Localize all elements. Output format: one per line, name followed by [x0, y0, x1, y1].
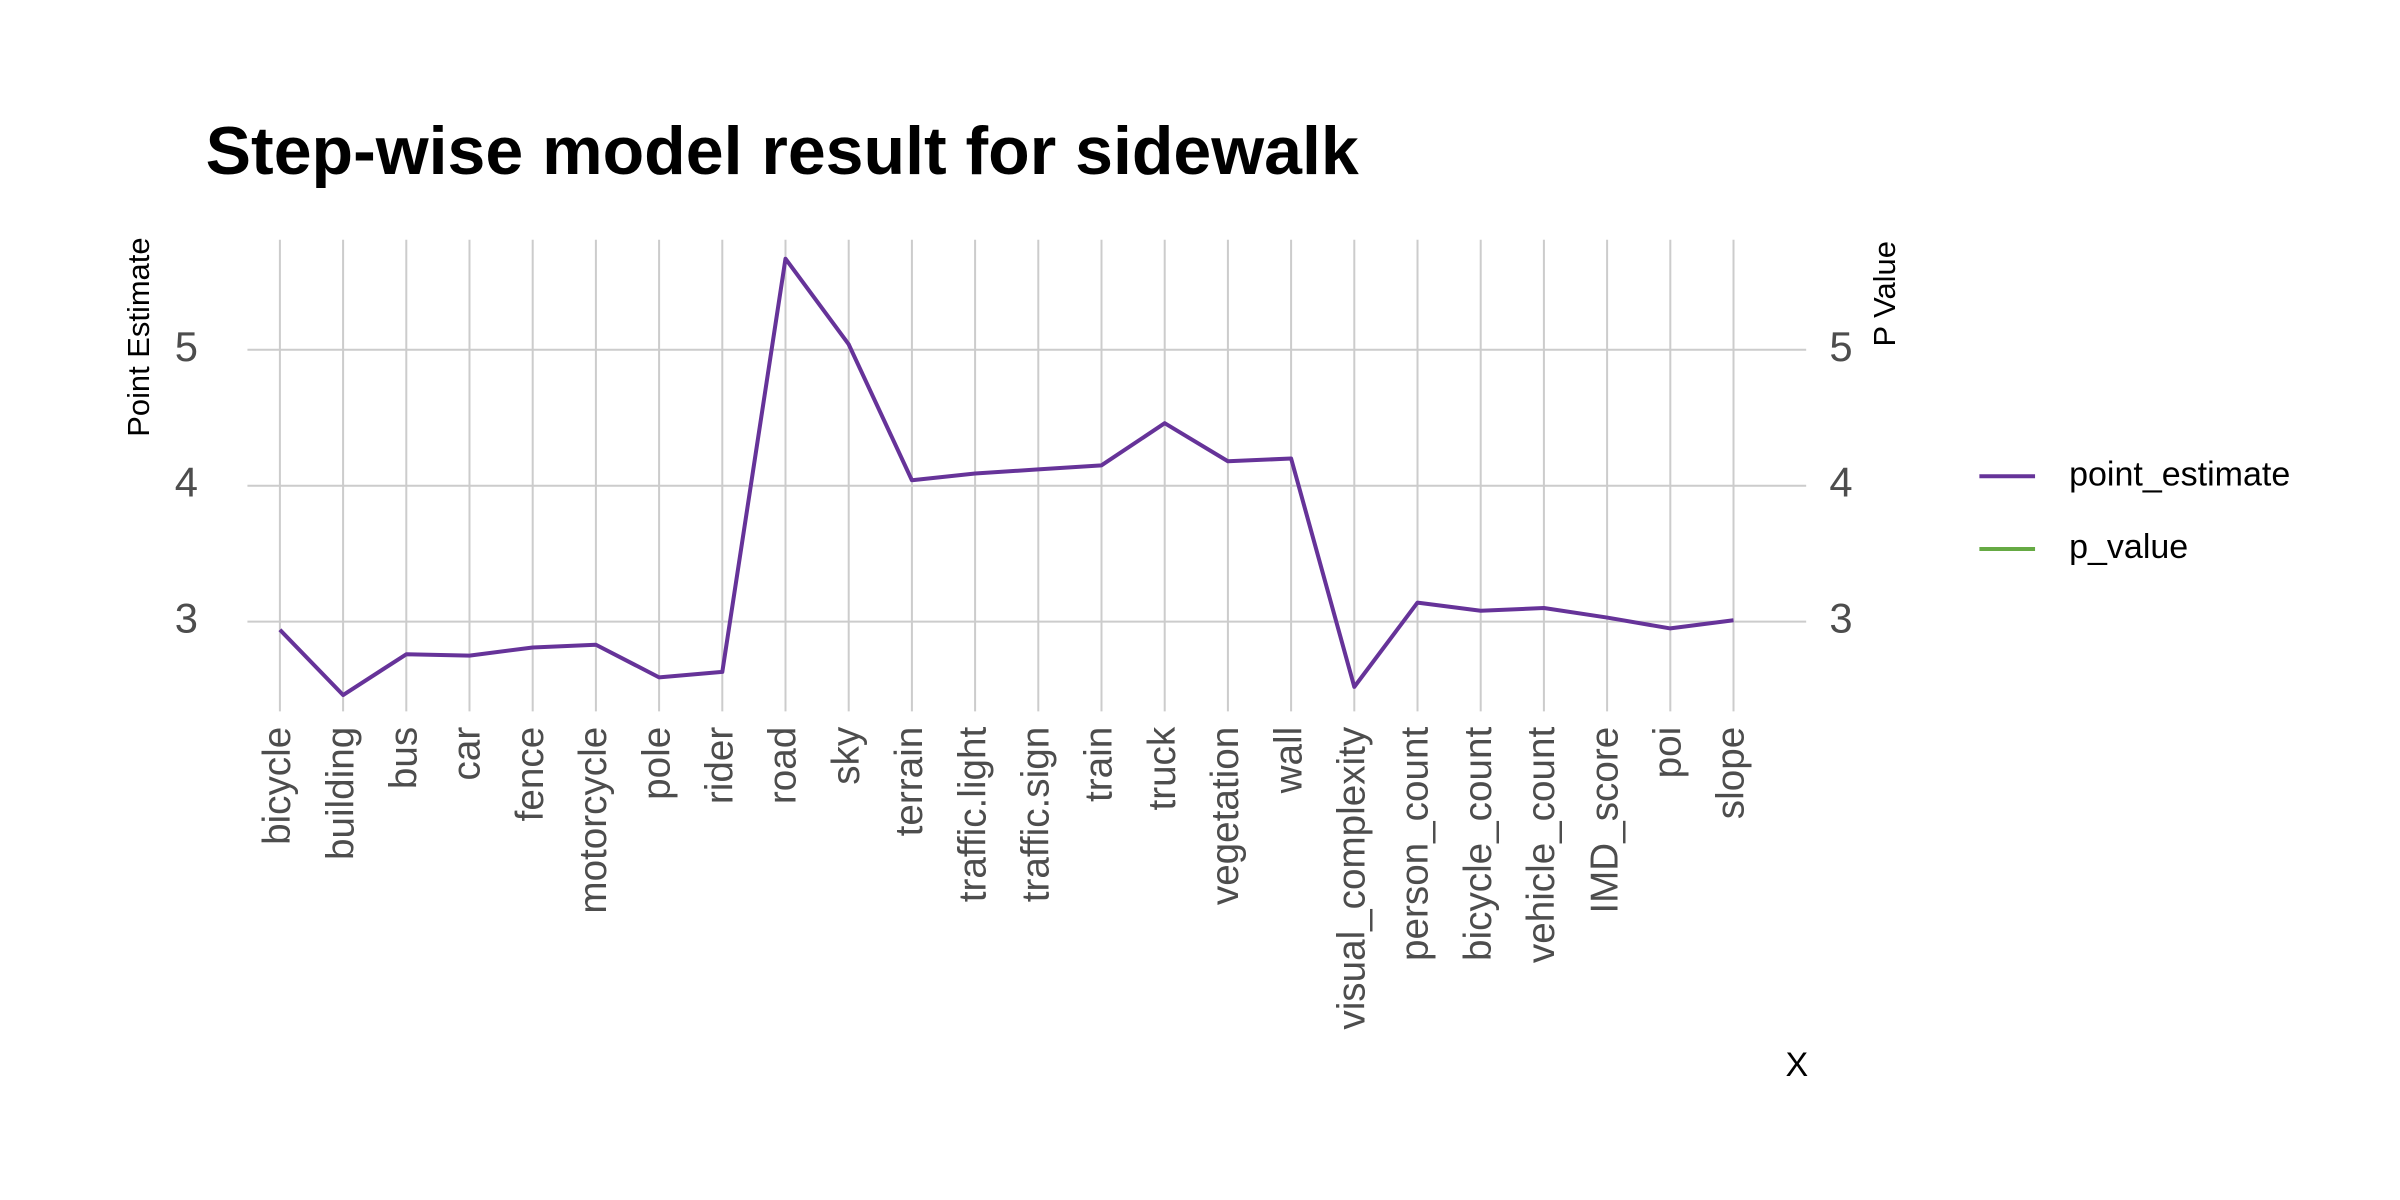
x-tick-label: rider — [699, 727, 742, 804]
x-tick-label: pole — [635, 727, 678, 800]
y-tick-label: 5 — [175, 323, 198, 370]
x-tick-label: slope — [1710, 727, 1753, 819]
x-tick-label: person_count — [1394, 727, 1437, 961]
y2-axis-label: P Value — [1867, 241, 1902, 346]
x-tick-label: wall — [1267, 727, 1310, 795]
legend-label: point_estimate — [2069, 455, 2290, 493]
x-tick-label: vehicle_count — [1520, 727, 1563, 964]
x-tick-label: motorcycle — [572, 727, 615, 914]
x-tick-label: car — [446, 727, 489, 781]
x-tick-label: sky — [825, 726, 868, 785]
x-tick-label: bus — [383, 727, 426, 789]
x-tick-label: terrain — [888, 727, 931, 837]
x-tick-label: truck — [1141, 726, 1184, 810]
x-tick-label: train — [1078, 727, 1121, 802]
x-tick-label: poi — [1647, 727, 1690, 779]
x-tick-label: fence — [509, 727, 552, 822]
y2-tick-label: 5 — [1829, 323, 1852, 370]
x-tick-label: building — [319, 727, 362, 860]
x-tick-label: IMD_score — [1583, 727, 1626, 914]
line — [278, 256, 1734, 698]
x-tick-label: vegetation — [1204, 727, 1247, 905]
chart-title: Step-wise model result for sidewalk — [206, 113, 1359, 189]
x-tick-label: visual_complexity — [1331, 726, 1374, 1029]
x-axis-label: X — [1786, 1046, 1809, 1084]
y-axis-label: Point Estimate — [121, 237, 156, 436]
legend-label: p_value — [2069, 528, 2188, 566]
x-tick-label: bicycle — [256, 727, 299, 845]
y-tick-label: 3 — [175, 595, 198, 642]
y2-tick-label: 3 — [1829, 595, 1852, 642]
x-tick-label: traffic.light — [951, 727, 994, 903]
y2-tick-label: 4 — [1829, 459, 1852, 506]
x-tick-label: road — [762, 727, 805, 804]
x-tick-label: bicycle_count — [1457, 727, 1500, 961]
y-tick-label: 4 — [175, 459, 198, 506]
x-tick-label: traffic.sign — [1015, 727, 1058, 902]
